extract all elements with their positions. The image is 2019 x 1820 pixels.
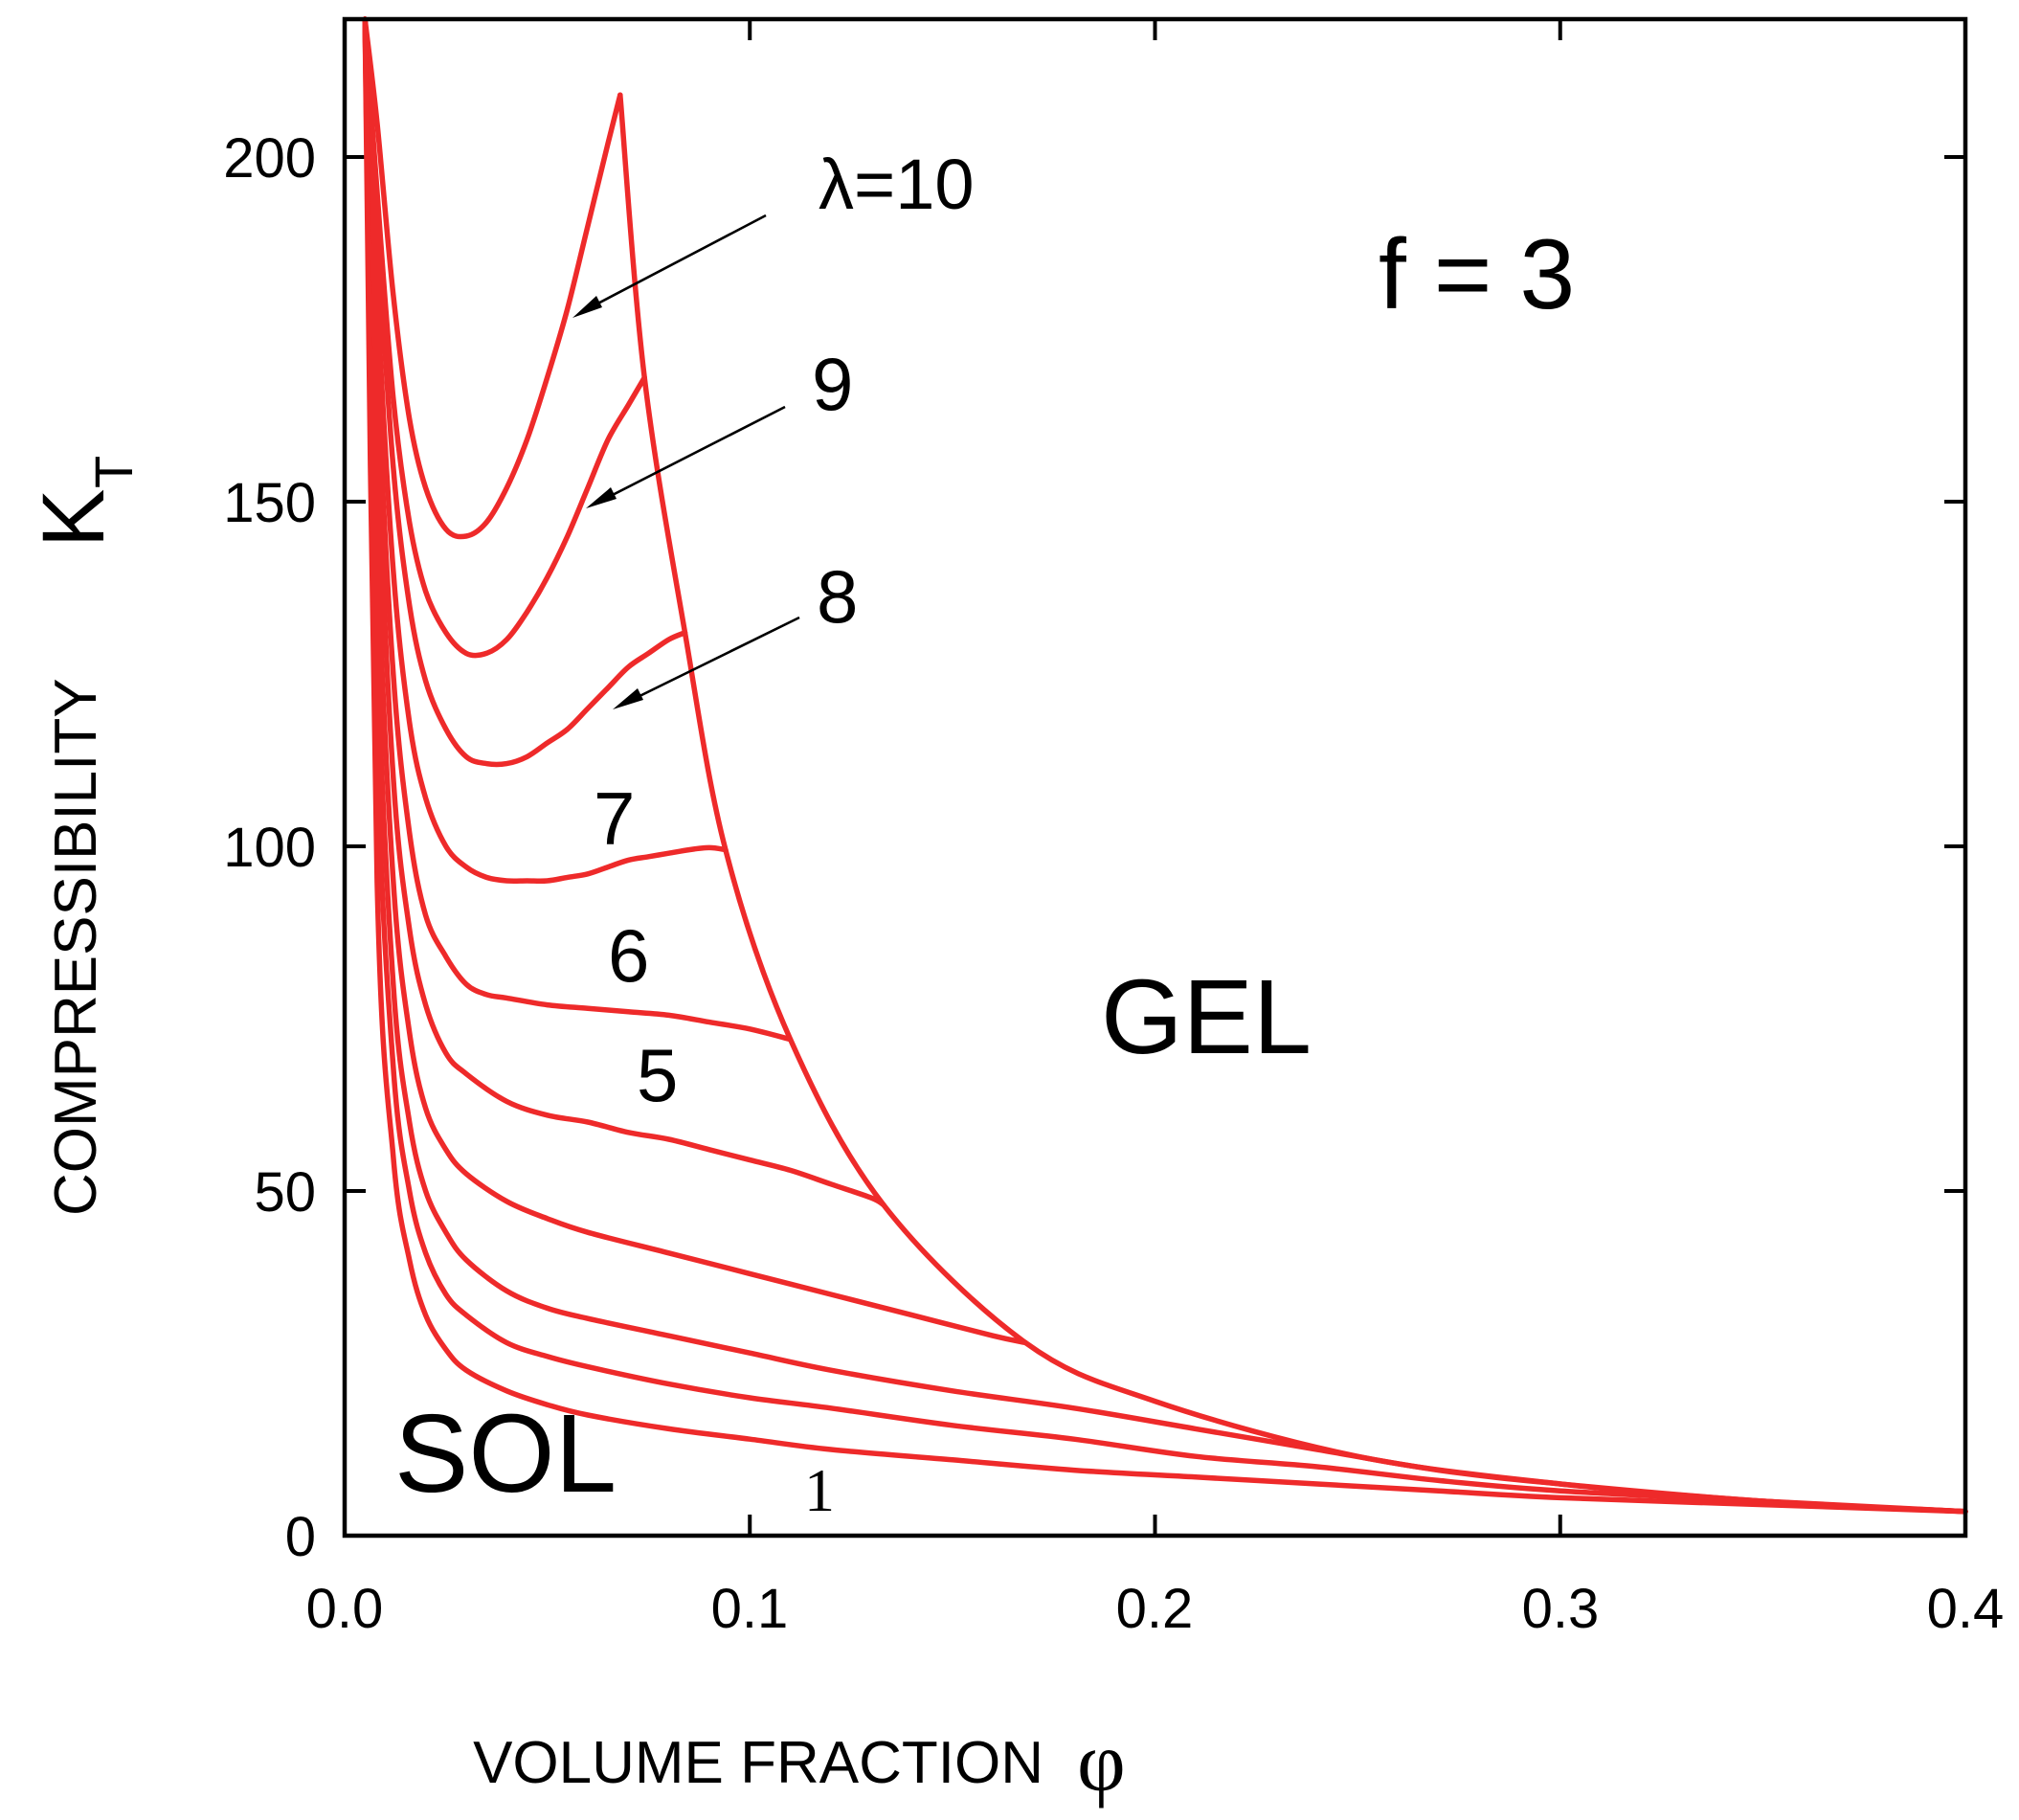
x-tick-label-1: 0.1: [711, 1578, 789, 1640]
series-line-lambda-3: [362, 16, 1968, 1515]
series-line-lambda-6: [362, 16, 794, 1043]
lambda1-label: 1: [804, 1456, 835, 1524]
y-tick-label-50: 50: [254, 1161, 316, 1224]
arrow-lambda9: [586, 405, 786, 508]
x-tick-label-0: 0.0: [306, 1578, 384, 1640]
series-line-lambda-8: [362, 16, 688, 768]
curves: [362, 16, 1968, 1515]
series-line-lambda-10: [362, 16, 623, 540]
x-tick-label-4: 0.4: [1927, 1578, 2005, 1640]
f-label: f = 3: [1379, 219, 1575, 330]
gel-label: GEL: [1101, 958, 1312, 1076]
axis-ticks: [343, 19, 1967, 1538]
series-line-lambda-2: [362, 16, 1968, 1515]
lambda10-label: λ=10: [819, 145, 975, 224]
x-axis-title: VOLUME FRACTION: [473, 1730, 1043, 1796]
x-axis-symbol: φ: [1077, 1717, 1126, 1809]
arrow-lambda8: [613, 616, 800, 709]
lambda6-label: 6: [608, 913, 649, 998]
lambda5-label: 5: [637, 1033, 678, 1117]
sol-label: SOL: [394, 1391, 617, 1516]
lambda9-label: 9: [812, 342, 853, 426]
y-tick-label-0: 0: [285, 1506, 316, 1568]
y-axis-subscript: T: [83, 456, 144, 488]
y-tick-label-200: 200: [223, 127, 316, 190]
lambda8-label: 8: [817, 554, 858, 639]
x-tick-label-2: 0.2: [1116, 1578, 1194, 1640]
y-tick-label-100: 100: [223, 817, 316, 879]
series-line-lambda-1: [362, 16, 1968, 1515]
series-line-lambda-9: [362, 16, 647, 659]
x-tick-label-3: 0.3: [1522, 1578, 1600, 1640]
series-line-lambda-4: [362, 16, 1028, 1346]
series-line-lambda-7: [362, 16, 729, 885]
y-axis-title: COMPRESSIBILITY: [43, 678, 109, 1216]
y-axis-symbol: K: [25, 489, 123, 548]
plot-frame: [342, 16, 1968, 1539]
y-tick-label-150: 150: [223, 472, 316, 534]
series-line-lambda-5: [362, 16, 886, 1208]
lambda7-label: 7: [594, 776, 635, 861]
series-line-gel-boundary: [617, 92, 1968, 1515]
arrow-lambda10: [572, 213, 767, 318]
